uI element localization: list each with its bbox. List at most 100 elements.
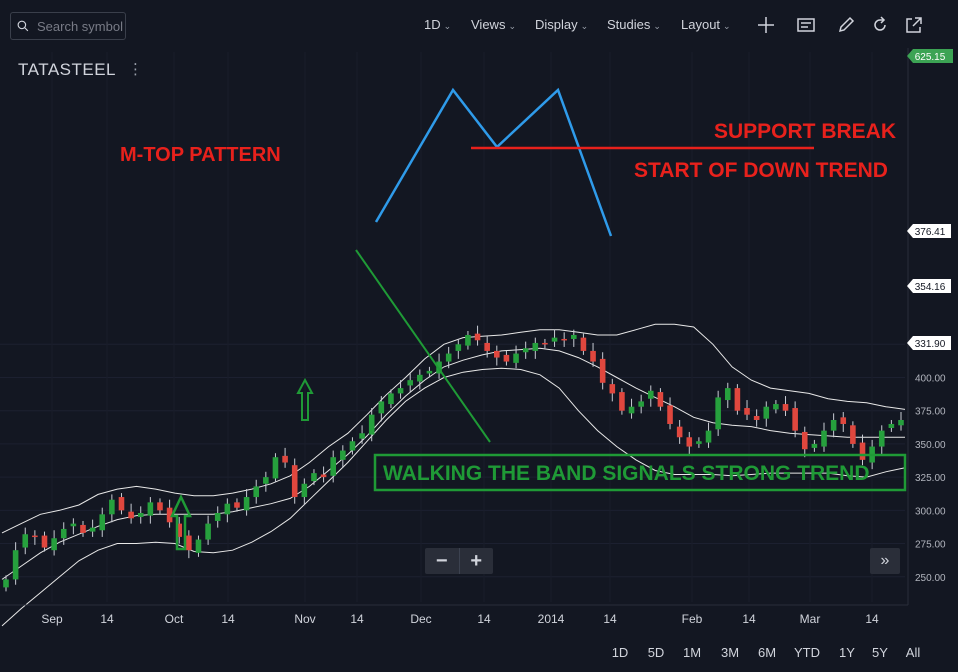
y-tick-label: 350.00 — [915, 440, 946, 451]
x-tick-label: Mar — [800, 612, 821, 626]
walking-band-box — [373, 453, 907, 492]
up-arrow-icon — [170, 494, 192, 551]
candle-up — [696, 441, 702, 444]
candle-down — [186, 535, 192, 551]
candle-up — [898, 419, 904, 426]
symbol-name[interactable]: TATASTEEL — [18, 60, 117, 79]
candle-up — [763, 406, 770, 419]
candle-down — [599, 358, 606, 383]
candle-up — [715, 397, 721, 430]
range-1y[interactable]: 1Y — [839, 645, 855, 660]
candle-up — [811, 443, 818, 448]
m-top-pattern-lines — [374, 87, 613, 237]
popout-icon[interactable] — [904, 15, 924, 35]
candle-down — [474, 333, 481, 341]
range-6m[interactable]: 6M — [757, 645, 777, 660]
y-tick-label: 400.00 — [915, 373, 946, 384]
add-icon[interactable] — [756, 15, 776, 35]
candle-down — [234, 502, 240, 508]
walking-band-annotation: WALKING THE BAND SIGNALS STRONG TREND — [383, 462, 870, 485]
candle-up — [638, 401, 644, 407]
range-ytd[interactable]: YTD — [794, 645, 820, 660]
candle-up — [821, 430, 827, 447]
range-all[interactable]: All — [905, 645, 921, 660]
candle-up — [773, 404, 779, 410]
candle-up — [60, 528, 67, 539]
x-tick-label: Feb — [682, 612, 703, 626]
legend-icon[interactable] — [796, 15, 816, 35]
x-tick-label: 14 — [100, 612, 114, 626]
candle-down — [118, 497, 125, 511]
up-arrow-icon — [296, 377, 314, 421]
scroll-to-realtime-button[interactable]: » — [870, 548, 900, 574]
range-3m[interactable]: 3M — [720, 645, 740, 660]
candle-down — [542, 342, 548, 345]
candle-down — [176, 523, 183, 537]
draw-icon[interactable] — [836, 15, 856, 35]
candle-up — [99, 514, 106, 531]
candle-down — [792, 408, 798, 431]
display-menu[interactable]: Display ⌄ — [535, 17, 589, 32]
candle-up — [378, 401, 385, 414]
candle-up — [513, 353, 519, 363]
candle-down — [580, 337, 587, 351]
interval-menu[interactable]: 1D ⌄ — [424, 17, 452, 32]
undo-icon[interactable] — [870, 15, 890, 35]
candle-up — [830, 419, 837, 431]
candle-up — [263, 477, 269, 484]
views-menu[interactable]: Views ⌄ — [471, 17, 516, 32]
candle-down — [667, 405, 673, 424]
candle-down — [734, 388, 741, 411]
candle-up — [724, 388, 731, 401]
candle-down — [801, 431, 808, 450]
candle-down — [503, 354, 510, 362]
candle-up — [388, 393, 394, 405]
search-icon — [17, 20, 29, 32]
chevron-down-icon: ⌄ — [580, 21, 589, 31]
candle-up — [878, 430, 885, 447]
zoom-out-button[interactable]: − — [425, 548, 460, 574]
time-axis: Sep 14 Oct 14 Nov 14 Dec 14 2014 14 Feb 14 Mar 14 — [0, 604, 908, 626]
x-tick-label: 14 — [865, 612, 879, 626]
candle-up — [311, 473, 317, 482]
last-price-label: 625.15 — [915, 52, 946, 63]
support-break-annotation: SUPPORT BREAK — [714, 120, 896, 143]
band-value-label: 331.90 — [915, 339, 946, 350]
x-tick-label: 14 — [350, 612, 364, 626]
symbol-menu-icon[interactable]: ⋮ — [128, 61, 143, 78]
x-tick-label: 14 — [221, 612, 235, 626]
candle-down — [609, 384, 616, 394]
band-lower — [1, 367, 906, 627]
candle-up — [705, 430, 712, 443]
zoom-in-button[interactable]: + — [470, 549, 483, 572]
candle-down — [686, 437, 693, 447]
candle-up — [426, 370, 433, 374]
studies-menu[interactable]: Studies ⌄ — [607, 17, 661, 32]
range-5y[interactable]: 5Y — [872, 645, 888, 660]
search-box[interactable] — [10, 12, 126, 40]
x-tick-label: 14 — [477, 612, 491, 626]
candle-up — [224, 503, 231, 515]
band-value-badge — [907, 336, 951, 350]
candle-up — [571, 334, 577, 339]
x-tick-label: 14 — [742, 612, 756, 626]
candle-up — [551, 337, 558, 342]
candle-down — [80, 524, 86, 533]
candle-up — [888, 423, 895, 428]
candle-up — [417, 374, 423, 382]
candle-up — [407, 380, 413, 386]
candle-down — [782, 404, 789, 411]
candle-up — [51, 538, 57, 551]
candle-up — [109, 499, 115, 515]
band-value-badge — [907, 279, 951, 293]
range-1m[interactable]: 1M — [682, 645, 702, 660]
top-toolbar: 1D⌄ Views⌄ Display⌄ Studies⌄ Layout⌄ — [0, 0, 958, 52]
layout-menu[interactable]: Layout ⌄ — [681, 17, 731, 32]
x-tick-label: Dec — [410, 612, 431, 626]
range-1d[interactable]: 1D — [611, 645, 629, 660]
candle-up — [359, 433, 365, 439]
search-input[interactable] — [35, 17, 125, 35]
range-5d[interactable]: 5D — [647, 645, 665, 660]
candlesticks — [3, 325, 904, 592]
